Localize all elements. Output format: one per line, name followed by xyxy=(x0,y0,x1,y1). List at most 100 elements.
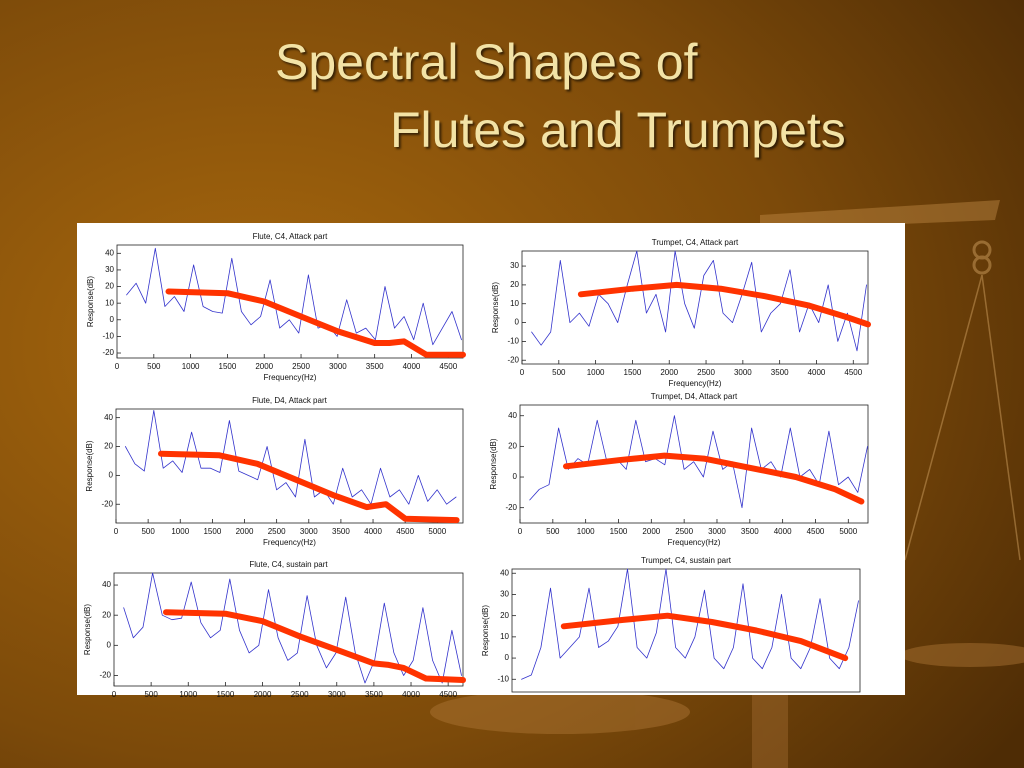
y-tick-label: 30 xyxy=(105,265,114,274)
envelope-line xyxy=(577,281,871,328)
y-tick-label: 0 xyxy=(110,315,115,324)
y-axis-label: Response(dB) xyxy=(86,276,95,327)
plot-frame xyxy=(519,404,869,524)
slide-title: Flutes and Trumpets xyxy=(390,102,846,158)
y-tick-label: -20 xyxy=(102,348,114,357)
x-tick-label: 2000 xyxy=(255,362,273,371)
x-tick-label: 1000 xyxy=(171,527,189,536)
x-tick-label: 2000 xyxy=(642,527,660,536)
chart-title: Trumpet, D4, Attack part xyxy=(651,392,738,401)
y-axis-label: Response(dB) xyxy=(489,438,498,489)
y-tick-label: 20 xyxy=(102,610,111,619)
y-tick-label: 30 xyxy=(510,261,519,270)
y-tick-label: 40 xyxy=(102,580,111,589)
x-tick-label: 4000 xyxy=(774,527,792,536)
x-tick-label: 3000 xyxy=(734,368,752,377)
x-tick-label: 0 xyxy=(518,527,523,536)
y-tick-label: 10 xyxy=(500,632,509,641)
x-tick-label: 3500 xyxy=(332,527,350,536)
plot-frame xyxy=(113,572,464,687)
y-tick-label: 20 xyxy=(510,280,519,289)
x-tick-label: 1000 xyxy=(182,362,200,371)
x-axis-label: Frequency(Hz) xyxy=(669,379,722,388)
y-tick-label: 0 xyxy=(505,653,510,662)
x-tick-label: 1500 xyxy=(203,527,221,536)
envelope-line xyxy=(165,288,466,358)
chart-title: Trumpet, C4, sustain part xyxy=(641,556,732,565)
y-axis-label: Response(dB) xyxy=(481,605,490,656)
x-tick-label: 5000 xyxy=(839,527,857,536)
x-tick-label: 4000 xyxy=(402,690,420,699)
x-tick-label: 1000 xyxy=(179,690,197,699)
x-tick-label: 4500 xyxy=(396,527,414,536)
chart: Trumpet, C4, Attack part Frequency(Hz) Res… xyxy=(491,238,871,388)
chart: Flute, C4, Attack part Frequency(Hz) Respo… xyxy=(86,232,466,382)
x-tick-label: 500 xyxy=(546,527,560,536)
plot-frame xyxy=(511,568,861,693)
x-tick-label: 2500 xyxy=(268,527,286,536)
x-tick-label: 2500 xyxy=(697,368,715,377)
x-axis-label: Frequency(Hz) xyxy=(263,538,316,547)
x-tick-label: 2500 xyxy=(292,362,310,371)
y-tick-label: -10 xyxy=(507,337,519,346)
plot-frame xyxy=(116,244,464,359)
y-tick-label: 0 xyxy=(107,640,112,649)
scale-decoration xyxy=(430,200,1024,768)
plot-frame xyxy=(521,250,869,365)
y-tick-label: -20 xyxy=(101,499,113,508)
y-tick-label: 40 xyxy=(104,413,113,422)
x-tick-label: 3500 xyxy=(365,690,383,699)
y-tick-label: 0 xyxy=(515,318,520,327)
x-tick-label: 500 xyxy=(141,527,155,536)
x-tick-label: 1000 xyxy=(577,527,595,536)
chart-title: Flute, D4, Attack part xyxy=(252,396,327,405)
y-tick-label: 40 xyxy=(105,248,114,257)
x-tick-label: 3500 xyxy=(771,368,789,377)
x-tick-label: 1000 xyxy=(587,368,605,377)
x-tick-label: 500 xyxy=(552,368,566,377)
x-tick-label: 3500 xyxy=(366,362,384,371)
x-tick-label: 1500 xyxy=(610,527,628,536)
x-tick-label: 0 xyxy=(114,527,119,536)
x-tick-label: 5000 xyxy=(428,527,446,536)
y-tick-label: 0 xyxy=(513,472,518,481)
x-tick-label: 3000 xyxy=(708,527,726,536)
x-tick-label: 2500 xyxy=(291,690,309,699)
x-axis-label: Frequency(Hz) xyxy=(668,538,721,547)
x-axis-label: Frequency(Hz) xyxy=(264,373,317,382)
y-tick-label: 20 xyxy=(105,282,114,291)
y-tick-label: 40 xyxy=(500,568,509,577)
spectrum-line xyxy=(126,247,462,346)
x-tick-label: 4500 xyxy=(439,690,457,699)
x-tick-label: 3000 xyxy=(300,527,318,536)
y-tick-label: 40 xyxy=(508,411,517,420)
x-tick-label: 500 xyxy=(144,690,158,699)
y-axis-label: Response(dB) xyxy=(85,440,94,491)
x-tick-label: 3000 xyxy=(329,362,347,371)
x-tick-label: 3500 xyxy=(741,527,759,536)
chart-title: Flute, C4, sustain part xyxy=(249,560,328,569)
chart-title: Flute, C4, Attack part xyxy=(253,232,328,241)
chart-title: Trumpet, C4, Attack part xyxy=(652,238,739,247)
x-tick-label: 500 xyxy=(147,362,161,371)
x-tick-label: 4500 xyxy=(807,527,825,536)
spectrum-line xyxy=(521,568,859,680)
envelope-line xyxy=(563,452,865,505)
y-tick-label: 10 xyxy=(510,299,519,308)
x-tick-label: 4000 xyxy=(808,368,826,377)
x-tick-label: 0 xyxy=(520,368,525,377)
x-tick-label: 2000 xyxy=(236,527,254,536)
y-tick-label: 20 xyxy=(508,441,517,450)
x-tick-label: 1500 xyxy=(219,362,237,371)
y-tick-label: -10 xyxy=(497,674,509,683)
y-tick-label: -10 xyxy=(102,332,114,341)
spectrum-line xyxy=(123,572,462,684)
y-tick-label: 20 xyxy=(500,611,509,620)
y-tick-label: 0 xyxy=(109,470,114,479)
chart: Trumpet, D4, Attack part Frequency(Hz) Res… xyxy=(489,392,869,547)
y-axis-label: Response(dB) xyxy=(83,604,92,655)
spectrum-line xyxy=(125,409,457,505)
slide-title: Spectral Shapes of xyxy=(275,34,698,90)
y-tick-label: -20 xyxy=(99,671,111,680)
